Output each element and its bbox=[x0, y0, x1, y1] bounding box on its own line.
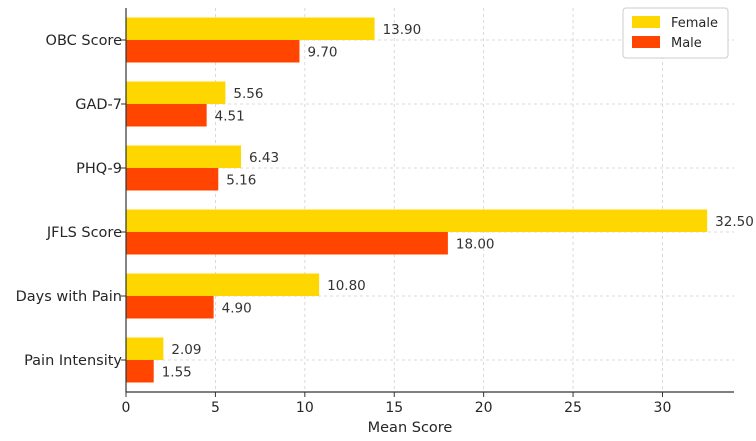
male-bar bbox=[126, 232, 448, 255]
female-bar bbox=[126, 81, 226, 104]
female-bar bbox=[126, 145, 241, 168]
male-data-label: 1.55 bbox=[162, 364, 192, 380]
legend-swatch bbox=[632, 36, 660, 48]
female-bar bbox=[126, 273, 320, 296]
male-data-label: 4.51 bbox=[215, 108, 245, 124]
female-bar bbox=[126, 209, 708, 232]
male-data-label: 4.90 bbox=[222, 300, 252, 316]
female-data-label: 10.80 bbox=[327, 278, 366, 294]
x-tick-label: 5 bbox=[211, 400, 220, 416]
axes: 0 5 10 15 20 25 30 OBC Score GAD-7 PHQ-9 JFLS Scor… bbox=[16, 8, 734, 416]
female-data-label: 5.56 bbox=[233, 86, 263, 102]
category-label: PHQ-9 bbox=[76, 161, 122, 177]
female-bar bbox=[126, 337, 164, 360]
male-bar bbox=[126, 296, 214, 319]
x-tick-label: 30 bbox=[654, 400, 672, 416]
grid-lines bbox=[125, 8, 734, 392]
female-data-label: 2.09 bbox=[171, 342, 201, 358]
male-data-label: 9.70 bbox=[307, 44, 337, 60]
bars bbox=[126, 17, 708, 383]
legend-swatch bbox=[632, 16, 660, 28]
legend-label: Female bbox=[671, 16, 718, 31]
category-label: Days with Pain bbox=[16, 289, 122, 305]
female-data-label: 6.43 bbox=[249, 150, 279, 166]
female-data-label: 13.90 bbox=[383, 22, 422, 38]
x-tick-label: 0 bbox=[122, 400, 131, 416]
female-bar bbox=[126, 17, 375, 40]
x-tick-label: 10 bbox=[296, 400, 314, 416]
male-bar bbox=[126, 360, 154, 383]
male-data-label: 5.16 bbox=[226, 172, 256, 188]
legend: Female Male bbox=[622, 7, 729, 59]
male-bar bbox=[126, 168, 219, 191]
male-bar bbox=[126, 104, 207, 127]
x-tick-label: 20 bbox=[475, 400, 493, 416]
category-label: GAD-7 bbox=[75, 97, 122, 113]
x-axis-title: Mean Score bbox=[368, 420, 453, 436]
x-tick-label: 25 bbox=[564, 400, 582, 416]
category-label: JFLS Score bbox=[46, 225, 122, 241]
female-data-label: 32.50 bbox=[715, 214, 754, 230]
male-bar bbox=[126, 40, 300, 63]
x-tick-label: 15 bbox=[385, 400, 403, 416]
category-label: OBC Score bbox=[46, 33, 123, 49]
data-labels: 13.90 9.70 5.56 4.51 6.43 5.16 32.50 18.00 10.80… bbox=[162, 22, 754, 381]
male-data-label: 18.00 bbox=[456, 236, 495, 252]
category-label: Pain Intensity bbox=[24, 353, 122, 369]
legend-label: Male bbox=[671, 36, 702, 51]
